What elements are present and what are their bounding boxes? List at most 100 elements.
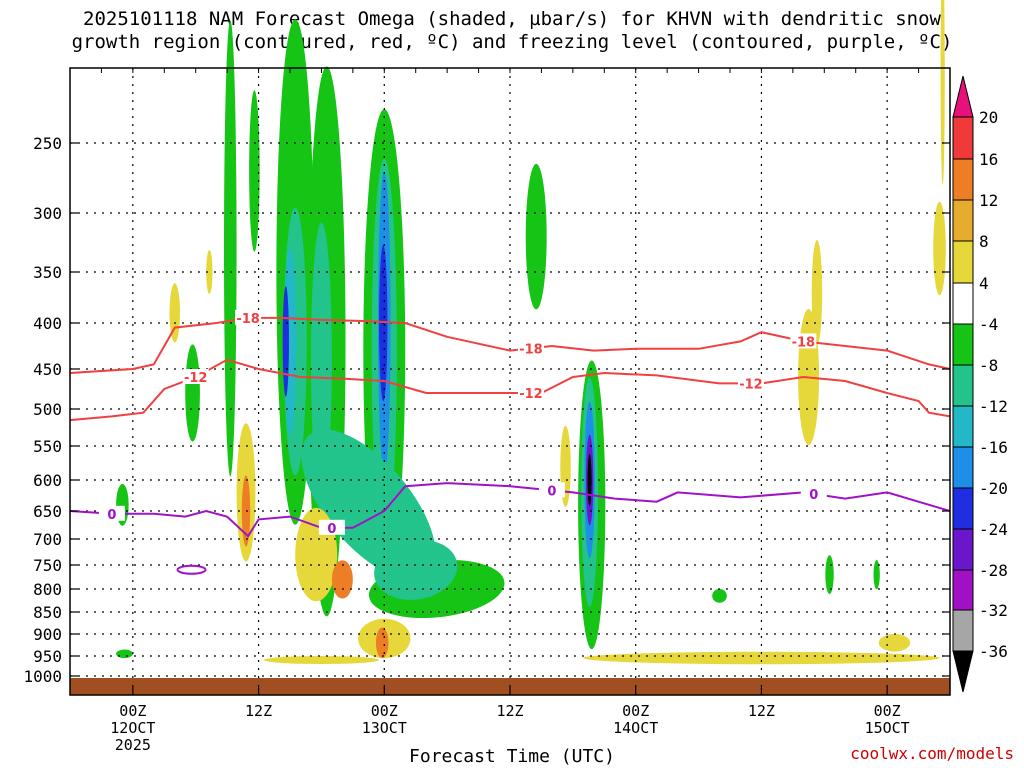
contour-label-bg — [517, 340, 544, 356]
contour-label-bg — [182, 369, 209, 384]
colorbar-label-10: -24 — [979, 520, 1008, 539]
contour-label-freezing-0: 0 — [107, 508, 116, 523]
contour-lines: -18 -18 -18 -12 -12 -12 0 0 0 0 — [69, 309, 951, 575]
omega-shade-blob-13 — [374, 539, 458, 600]
y-tick-label-6: 550 — [33, 437, 62, 456]
y-tick-label-2: 350 — [33, 263, 62, 282]
omega-shade-blob-11 — [301, 429, 436, 580]
colorbar-label-13: -36 — [979, 642, 1008, 661]
y-tick-label-1: 300 — [33, 204, 62, 223]
colorbar-swatch-7 — [952, 405, 974, 448]
omega-shading — [116, 0, 946, 665]
y-tick-label-0: 250 — [33, 134, 62, 153]
y-axis: 250 300 350 400 450 500 550 600 650 700 750 800 850 9… — [23, 134, 950, 686]
contour-label-bg — [538, 482, 565, 498]
colorbar-label-1: 16 — [979, 150, 998, 169]
contour-label-freezing-2: 0 — [547, 484, 556, 499]
colorbar-swatch-1 — [952, 158, 974, 201]
colorbar-bottom-arrow — [952, 650, 974, 693]
omega-shade-blob-30 — [331, 560, 353, 599]
colorbar-label-7: -12 — [979, 397, 1008, 416]
omega-shade-blob-23 — [116, 649, 133, 659]
colorbar-label-5: -4 — [979, 315, 998, 334]
y-tick-label-9: 700 — [33, 530, 62, 549]
omega-shade-blob-24 — [712, 589, 727, 603]
y-tick-label-7: 600 — [33, 471, 62, 490]
omega-shade-blob-33 — [263, 656, 380, 664]
credit-text: coolwx.com/models — [850, 744, 1014, 763]
y-tick-label-14: 950 — [33, 647, 62, 666]
colorbar-swatch-8 — [952, 446, 974, 489]
x-tick-label-0-2: 2025 — [115, 736, 151, 754]
x-tick-label-1-0: 12Z — [245, 702, 272, 720]
omega-shade-blob-21 — [185, 344, 200, 442]
colorbar-label-0: 20 — [979, 108, 998, 127]
colorbar-swatch-12 — [952, 609, 974, 652]
colorbar-swatch-3 — [952, 240, 974, 284]
omega-shade-blob-37 — [811, 240, 823, 345]
grid-lines — [70, 68, 950, 695]
contour-label-bg — [235, 309, 262, 325]
colorbar-swatch-2 — [952, 199, 974, 242]
contour-label-bg — [517, 385, 544, 400]
colorbar-label-11: -28 — [979, 561, 1008, 580]
contour-label-bg — [98, 505, 125, 521]
x-tick-label-2-0: 00Z — [371, 702, 398, 720]
colorbar-swatch-5 — [952, 323, 974, 366]
contour-label-minus12-0: -12 — [184, 371, 208, 386]
contour-label-minus12-1: -12 — [519, 387, 543, 402]
omega-shade-blob-40 — [933, 201, 946, 296]
omega-shade-blob-14 — [525, 163, 547, 310]
omega-shade-blob-4 — [282, 286, 289, 397]
y-tick-label-13: 900 — [33, 625, 62, 644]
contour-label-minus18-0: -18 — [236, 312, 260, 327]
colorbar-swatch-0 — [952, 116, 974, 160]
y-tick-label-8: 650 — [33, 502, 62, 521]
x-tick-label-2-1: 13OCT — [362, 719, 407, 737]
omega-shade-blob-34 — [583, 651, 940, 665]
colorbar-label-4: 4 — [979, 274, 989, 293]
freezing-loop — [176, 564, 207, 575]
colorbar-label-12: -32 — [979, 601, 1008, 620]
colorbar-swatch-6 — [952, 364, 974, 407]
contour-minus18 — [69, 316, 951, 374]
contour-label-minus18-1: -18 — [519, 342, 543, 357]
x-tick-label-4-1: 14OCT — [613, 719, 658, 737]
x-tick-label-0-0: 00Z — [119, 702, 146, 720]
omega-shade-blob-39 — [206, 250, 213, 294]
y-tick-label-4: 450 — [33, 360, 62, 379]
contour-label-freezing-1: 0 — [327, 522, 336, 537]
omega-shade-blob-32 — [375, 627, 389, 659]
x-tick-label-3-0: 12Z — [496, 702, 523, 720]
colorbar-label-2: 12 — [979, 191, 998, 210]
omega-shade-blob-6 — [310, 222, 332, 497]
omega-shade-blob-41 — [940, 0, 945, 185]
colorbar: 20 16 12 8 4 -4 -8 -12 -16 -20 -24 -28 -32 -36 — [952, 75, 1008, 693]
x-tick-label-6-1: 15OCT — [865, 719, 910, 737]
x-tick-label-4-0: 00Z — [622, 702, 649, 720]
omega-shade-blob-19 — [587, 454, 592, 506]
contour-label-freezing-3: 0 — [809, 488, 818, 503]
x-tick-label-5-0: 12Z — [748, 702, 775, 720]
colorbar-swatch-10 — [952, 528, 974, 571]
y-tick-label-3: 400 — [33, 314, 62, 333]
colorbar-top-arrow — [952, 75, 974, 118]
colorbar-swatch-11 — [952, 569, 974, 611]
omega-shade-blob-0 — [224, 20, 237, 477]
contour-label-minus12-2: -12 — [739, 377, 763, 392]
y-tick-label-10: 750 — [33, 556, 62, 575]
colorbar-label-9: -20 — [979, 479, 1008, 498]
contour-label-bg — [318, 519, 345, 535]
colorbar-label-8: -16 — [979, 438, 1008, 457]
omega-shade-blob-26 — [873, 560, 880, 590]
omega-shade-blob-42 — [878, 634, 911, 652]
y-tick-label-15: 1000 — [23, 667, 62, 686]
omega-shade-blob-25 — [825, 555, 834, 595]
colorbar-label-6: -8 — [979, 356, 998, 375]
y-tick-label-5: 500 — [33, 400, 62, 419]
colorbar-swatch-4 — [952, 282, 974, 325]
x-tick-label-0-1: 12OCT — [110, 719, 155, 737]
y-tick-label-12: 850 — [33, 603, 62, 622]
